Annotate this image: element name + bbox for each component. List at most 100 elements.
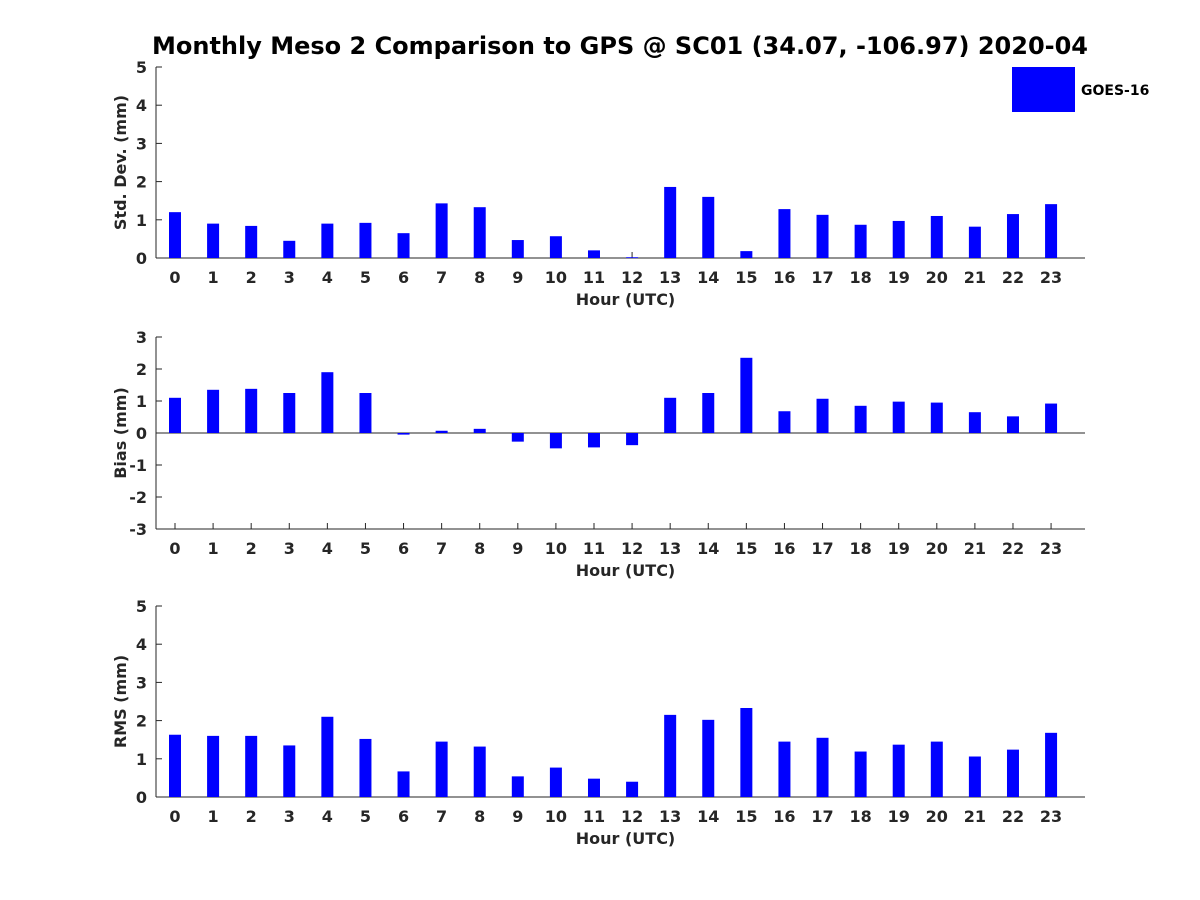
bar-bias-17 — [816, 398, 829, 433]
x-tick-label: 4 — [322, 539, 333, 558]
y-tick-label: 2 — [136, 173, 147, 192]
x-tick-label: 12 — [621, 539, 643, 558]
x-tick-label: 0 — [169, 539, 180, 558]
x-tick-label: 13 — [659, 539, 681, 558]
bar-std_dev-19 — [892, 220, 905, 258]
bar-rms-0 — [169, 734, 181, 797]
x-tick-label: 19 — [888, 539, 910, 558]
bar-std_dev-0 — [169, 212, 181, 258]
bar-rms-1 — [207, 735, 220, 797]
bar-std_dev-22 — [1006, 214, 1019, 258]
x-tick-label: 18 — [849, 807, 871, 826]
y-tick-label: -2 — [129, 488, 147, 507]
x-tick-label: 17 — [811, 539, 833, 558]
y-axis-label: Bias (mm) — [111, 387, 130, 479]
x-tick-label: 8 — [474, 268, 485, 287]
bar-bias-16 — [778, 411, 791, 433]
x-tick-label: 16 — [773, 807, 795, 826]
y-axis-label: Std. Dev. (mm) — [111, 95, 130, 230]
y-tick-label: 0 — [136, 788, 147, 807]
bar-rms-8 — [473, 746, 486, 797]
y-tick-label: 3 — [136, 328, 147, 347]
x-tick-label: 0 — [169, 807, 180, 826]
x-tick-label: 19 — [888, 807, 910, 826]
x-tick-label: 2 — [246, 539, 257, 558]
bar-std_dev-16 — [778, 209, 791, 258]
bar-std_dev-1 — [207, 223, 220, 258]
bar-bias-23 — [1045, 403, 1058, 433]
x-tick-label: 6 — [398, 807, 409, 826]
bar-bias-15 — [740, 357, 753, 433]
bar-std_dev-13 — [664, 186, 677, 258]
x-tick-label: 5 — [360, 539, 371, 558]
bar-bias-21 — [968, 412, 981, 433]
x-tick-label: 1 — [208, 539, 219, 558]
x-tick-label: 21 — [964, 539, 986, 558]
bar-std_dev-12 — [626, 257, 639, 259]
x-tick-label: 16 — [773, 268, 795, 287]
bar-rms-19 — [892, 744, 905, 797]
bar-bias-12 — [626, 433, 639, 446]
x-tick-label: 4 — [322, 807, 333, 826]
x-tick-label: 7 — [436, 539, 447, 558]
x-tick-label: 14 — [697, 807, 719, 826]
bar-rms-4 — [321, 716, 334, 797]
bar-rms-22 — [1006, 749, 1019, 797]
x-tick-label: 3 — [284, 268, 295, 287]
y-tick-label: 1 — [136, 750, 147, 769]
bar-bias-9 — [511, 433, 524, 442]
bar-std_dev-11 — [587, 250, 600, 258]
x-tick-label: 22 — [1002, 807, 1024, 826]
x-tick-label: 23 — [1040, 268, 1062, 287]
bar-rms-20 — [930, 741, 943, 797]
bar-std_dev-21 — [968, 226, 981, 258]
x-tick-label: 11 — [583, 539, 605, 558]
bar-rms-14 — [702, 719, 715, 797]
bar-rms-6 — [397, 771, 410, 797]
legend-label: GOES-16 — [1081, 83, 1149, 99]
x-tick-label: 22 — [1002, 268, 1024, 287]
bar-rms-13 — [664, 714, 677, 797]
bar-bias-10 — [549, 433, 562, 449]
x-tick-label: 17 — [811, 268, 833, 287]
x-tick-label: 4 — [322, 268, 333, 287]
figure-title: Monthly Meso 2 Comparison to GPS @ SC01 … — [152, 32, 1088, 60]
x-tick-label: 2 — [246, 268, 257, 287]
bar-bias-0 — [169, 397, 181, 433]
bar-std_dev-2 — [245, 225, 258, 258]
bar-rms-9 — [511, 776, 524, 797]
bar-rms-11 — [587, 778, 600, 797]
x-tick-label: 20 — [926, 539, 948, 558]
bar-bias-20 — [930, 402, 943, 433]
x-tick-label: 14 — [697, 539, 719, 558]
x-tick-label: 3 — [284, 539, 295, 558]
x-tick-label: 7 — [436, 807, 447, 826]
bar-rms-15 — [740, 707, 753, 797]
bar-std_dev-18 — [854, 224, 867, 258]
bar-std_dev-15 — [740, 251, 753, 258]
x-tick-label: 21 — [964, 268, 986, 287]
x-tick-label: 23 — [1040, 807, 1062, 826]
bar-std_dev-6 — [397, 233, 410, 258]
x-tick-label: 17 — [811, 807, 833, 826]
x-tick-label: 11 — [583, 268, 605, 287]
bar-bias-7 — [435, 430, 448, 433]
bar-std_dev-20 — [930, 215, 943, 258]
bar-rms-18 — [854, 751, 867, 797]
bar-rms-21 — [968, 756, 981, 797]
bar-std_dev-3 — [283, 240, 296, 258]
x-axis-label: Hour (UTC) — [576, 290, 676, 309]
bar-bias-11 — [587, 433, 600, 448]
x-tick-label: 15 — [735, 539, 757, 558]
y-tick-label: 4 — [136, 635, 147, 654]
y-tick-label: 3 — [136, 673, 147, 692]
bar-std_dev-7 — [435, 203, 448, 258]
bar-std_dev-17 — [816, 214, 829, 258]
x-axis-label: Hour (UTC) — [576, 561, 676, 580]
bar-std_dev-14 — [702, 196, 715, 258]
x-tick-label: 18 — [849, 268, 871, 287]
x-tick-label: 2 — [246, 807, 257, 826]
